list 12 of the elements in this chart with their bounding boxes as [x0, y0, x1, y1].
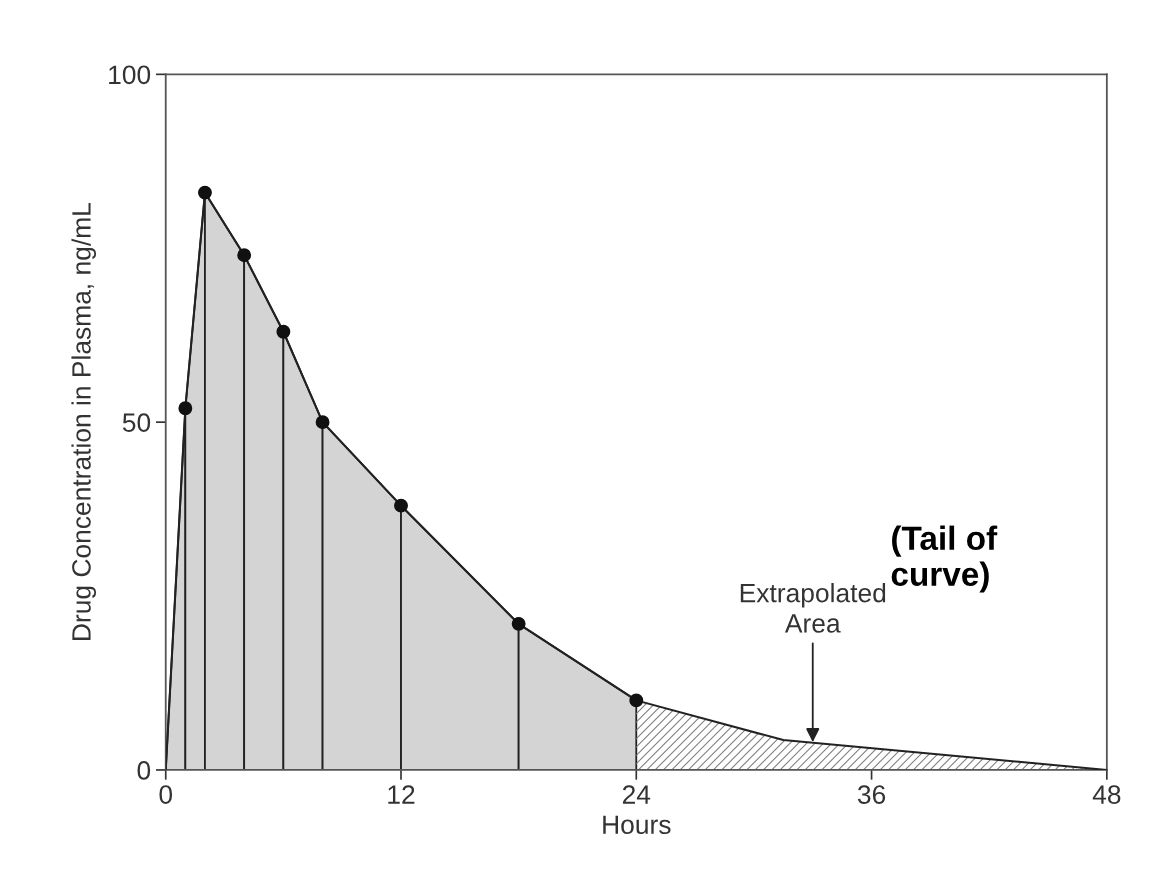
x-tick-label: 12: [388, 785, 415, 804]
x-tick-label: 36: [857, 785, 886, 804]
y-tick-label: 0: [137, 761, 151, 780]
y-tick-label: 50: [122, 413, 151, 432]
annotation: (Tail of curve): [891, 525, 998, 593]
y-axis-title: Drug Concentration in Plasma, ng/mL: [71, 202, 97, 640]
x-axis-title: Hours: [603, 815, 671, 835]
x-tick-label: 48: [1092, 785, 1121, 804]
x-tick-label: 0: [159, 785, 173, 804]
y-tick-label: 100: [109, 65, 151, 85]
annotation: Extrapolated Area: [740, 583, 886, 633]
x-tick-label: 24: [622, 785, 651, 804]
